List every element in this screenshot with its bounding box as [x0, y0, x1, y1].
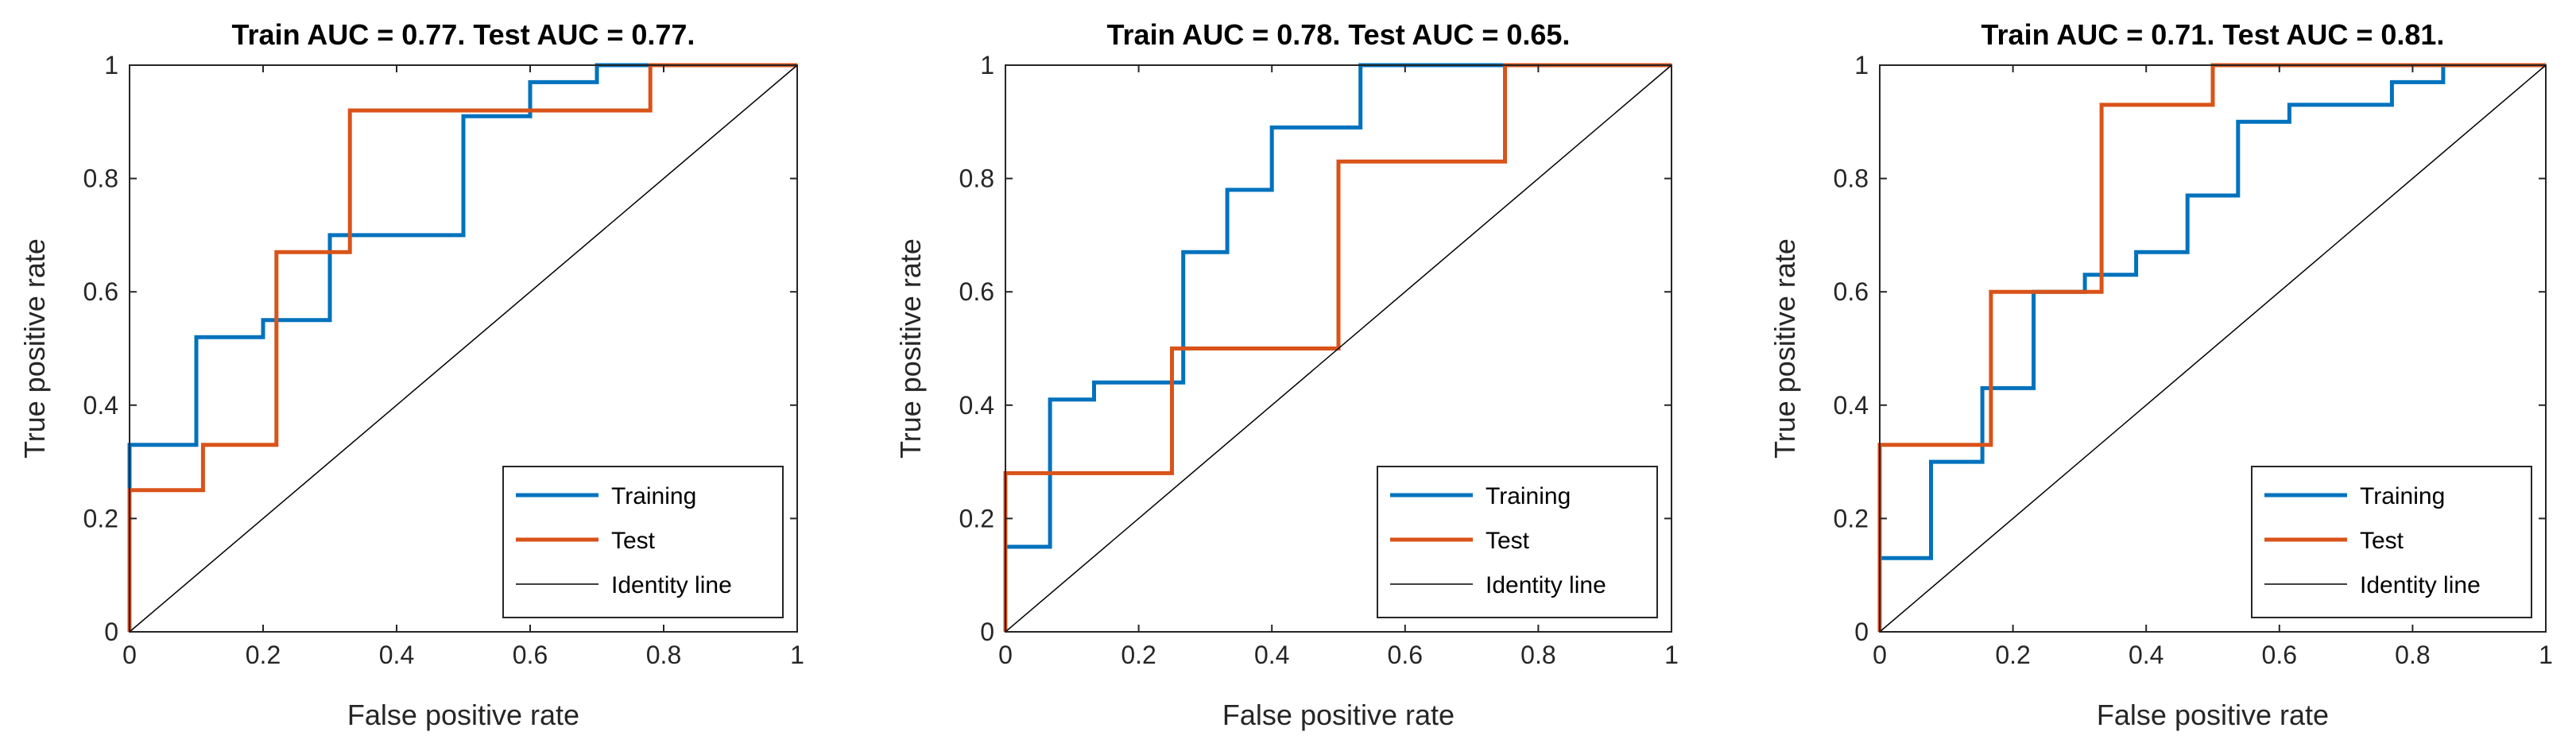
y-tick-label: 1	[1854, 51, 1869, 79]
chart-panel-2: 0 0.2 0.4 0.6 0.8 1 0 0.2 0.4 0.6 0.8 1 Train AUC = …	[894, 18, 1679, 731]
series-identity-line-line	[1005, 64, 1672, 633]
x-tick-label: 0.2	[246, 641, 281, 669]
series-identity-line-line	[129, 64, 798, 633]
x-tick-label: 0	[1873, 641, 1887, 669]
y-tick-label: 1	[104, 51, 118, 79]
series-identity-line-line	[1879, 64, 2547, 633]
legend-label-training: Training	[2360, 483, 2445, 509]
y-tick-label: 1	[980, 51, 994, 79]
legend: Training Test Identity line	[1377, 466, 1658, 618]
x-tick-label: 0.4	[1254, 641, 1289, 669]
y-tick-label: 0.6	[959, 277, 994, 306]
chart-panel-3: 0 0.2 0.4 0.6 0.8 1 0 0.2 0.4 0.6 0.8 1 Train AUC = …	[1768, 18, 2553, 731]
legend-label-test: Test	[2360, 528, 2404, 554]
legend-label-identity-line: Identity line	[611, 572, 732, 598]
x-tick-label: 0.4	[2129, 641, 2163, 669]
x-tick-label: 1	[1664, 641, 1679, 669]
y-tick-label: 0.6	[83, 277, 118, 306]
legend-label-identity-line: Identity line	[2360, 572, 2481, 598]
x-tick-label: 0.6	[2262, 641, 2297, 669]
y-tick-label: 0.6	[1834, 277, 1869, 306]
y-tick-label: 0	[1854, 618, 1869, 646]
legend-label-identity-line: Identity line	[1486, 572, 1606, 598]
y-tick-label: 0.8	[1834, 165, 1869, 193]
y-tick-label: 0.2	[959, 504, 994, 532]
legend: Training Test Identity line	[2251, 466, 2532, 618]
y-tick-label: 0.4	[959, 391, 994, 420]
y-axis-label: True positive rate	[894, 238, 927, 459]
series-training-line	[1877, 63, 2546, 632]
series-test-line	[127, 63, 797, 632]
x-tick-label: 0.6	[513, 641, 548, 669]
series-training-line	[1003, 63, 1671, 632]
x-tick-label: 0	[998, 641, 1013, 669]
x-tick-label: 0.8	[646, 641, 681, 669]
x-tick-label: 0.2	[1995, 641, 2030, 669]
legend-box	[1377, 466, 1658, 618]
axes-box	[129, 64, 798, 633]
legend-label-training: Training	[611, 483, 696, 509]
legend-box	[502, 466, 784, 618]
x-axis-label: False positive rate	[1222, 699, 1455, 731]
legend-box	[2251, 466, 2532, 618]
x-tick-label: 0.8	[2395, 641, 2430, 669]
legend-label-training: Training	[1486, 483, 1571, 509]
x-tick-label: 0.8	[1520, 641, 1555, 669]
chart-title: Train AUC = 0.77. Test AUC = 0.77.	[232, 18, 695, 51]
y-tick-label: 0	[104, 618, 118, 646]
y-axis-label: True positive rate	[1768, 238, 1801, 459]
x-tick-label: 1	[2539, 641, 2553, 669]
y-tick-label: 0.8	[959, 165, 994, 193]
x-tick-label: 0.6	[1388, 641, 1423, 669]
legend-label-test: Test	[611, 528, 656, 554]
series-training-line	[127, 63, 797, 496]
x-axis-label: False positive rate	[347, 699, 579, 731]
chart-title: Train AUC = 0.71. Test AUC = 0.81.	[1981, 18, 2445, 51]
x-tick-label: 0.4	[379, 641, 414, 669]
x-tick-label: 1	[790, 641, 804, 669]
series-test-line	[1877, 63, 2546, 632]
chart-panel-1: 0 0.2 0.4 0.6 0.8 1 0 0.2 0.4 0.6 0.8 1 Train AUC = …	[18, 18, 804, 731]
axes-box	[1879, 64, 2547, 633]
y-tick-label: 0.4	[83, 391, 118, 420]
legend-label-test: Test	[1486, 528, 1530, 554]
x-axis-label: False positive rate	[2097, 699, 2329, 731]
legend: Training Test Identity line	[502, 466, 784, 618]
x-tick-label: 0	[122, 641, 137, 669]
y-tick-label: 0.4	[1834, 391, 1869, 420]
y-tick-label: 0.8	[83, 165, 118, 193]
chart-title: Train AUC = 0.78. Test AUC = 0.65.	[1107, 18, 1571, 51]
y-tick-label: 0	[980, 618, 994, 646]
x-tick-label: 0.2	[1121, 641, 1156, 669]
axes-box	[1005, 64, 1672, 633]
y-axis-label: True positive rate	[18, 238, 51, 459]
y-tick-label: 0.2	[1834, 504, 1869, 532]
y-tick-label: 0.2	[83, 504, 118, 532]
